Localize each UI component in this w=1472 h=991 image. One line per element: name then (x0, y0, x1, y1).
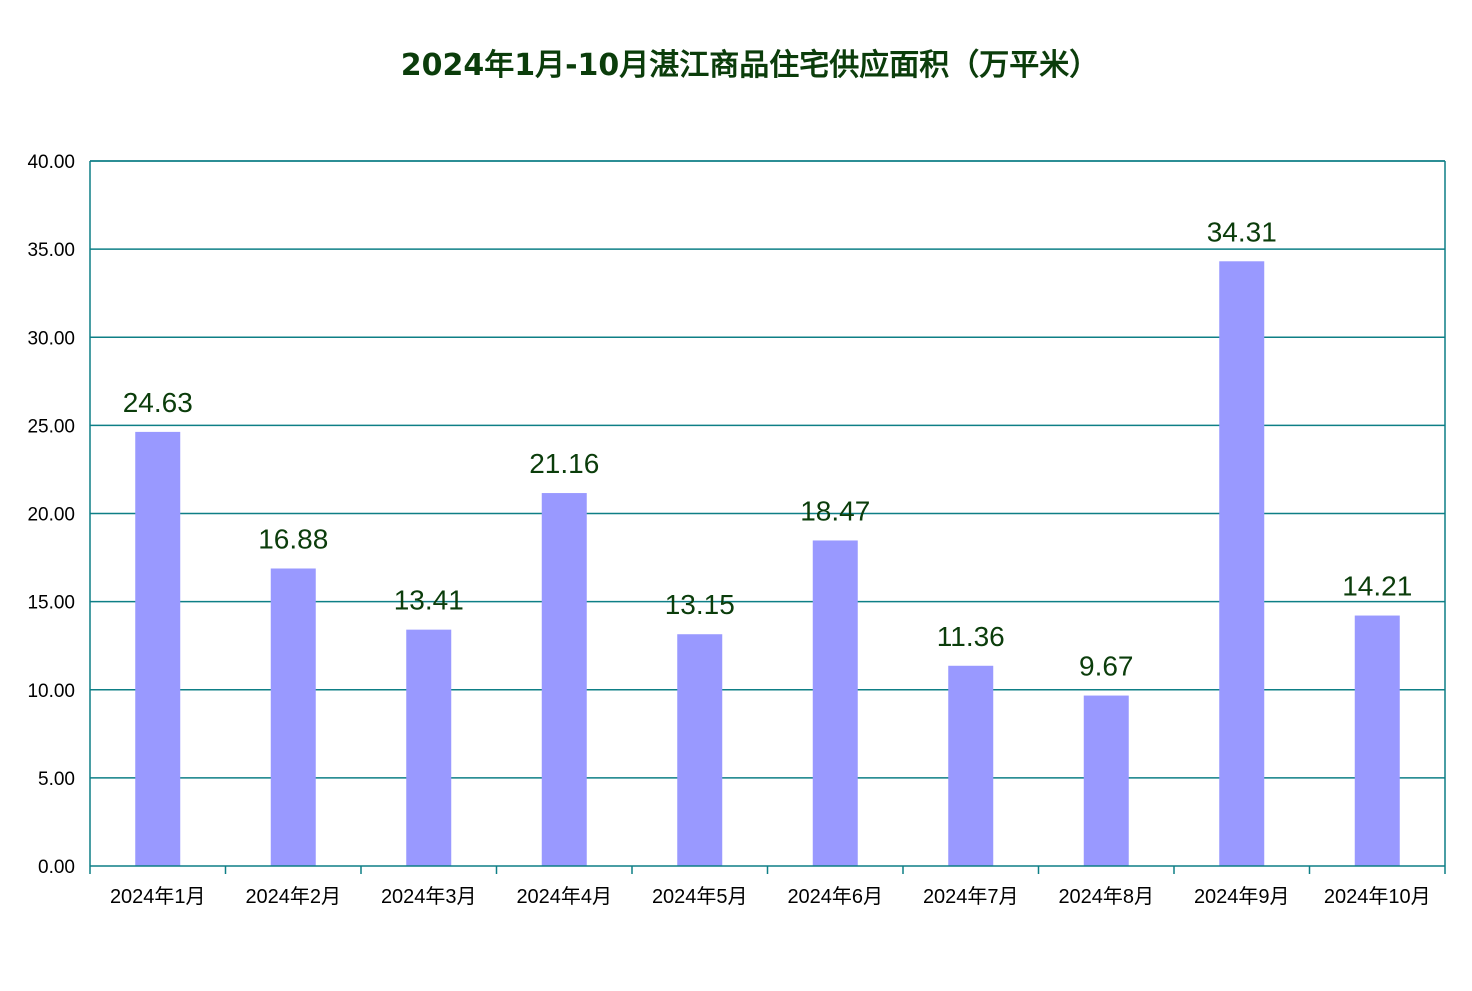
x-tick-label: 2024年5月 (652, 885, 748, 908)
x-tick-label: 2024年8月 (1058, 885, 1154, 908)
y-tick-label: 25.00 (27, 416, 75, 437)
y-tick-label: 40.00 (27, 152, 75, 173)
axes: 0.00 5.00 10.00 15.00 20.00 25.00 30.00 35.00 40… (27, 152, 1446, 908)
y-tick-label: 20.00 (27, 505, 75, 526)
bar (812, 540, 858, 866)
data-label: 14.21 (1342, 571, 1412, 602)
data-label: 13.15 (665, 589, 735, 620)
data-label: 21.16 (529, 448, 599, 479)
data-label: 18.47 (800, 495, 870, 526)
bar (677, 634, 723, 866)
chart-title: 2024年1月-10月湛江商品住宅供应面积（万平米） (401, 48, 1100, 83)
data-label: 16.88 (258, 523, 328, 554)
data-label: 13.41 (394, 585, 464, 616)
data-label: 34.31 (1207, 216, 1277, 247)
y-tick-label: 0.00 (38, 857, 75, 878)
bar (406, 629, 452, 866)
data-labels: 24.63 16.88 13.41 21.16 13.15 18.47 11.36 9.67 3… (123, 216, 1413, 681)
y-tick-label: 30.00 (27, 328, 75, 349)
data-label: 24.63 (123, 387, 193, 418)
y-tick-label: 10.00 (27, 681, 75, 702)
bar (135, 431, 181, 866)
x-tick-label: 2024年3月 (381, 885, 477, 908)
bar (948, 665, 994, 866)
x-tick-label: 2024年7月 (923, 885, 1019, 908)
bar (1354, 615, 1400, 866)
x-tick-label: 2024年9月 (1194, 885, 1290, 908)
x-tick-label: 2024年6月 (787, 885, 883, 908)
bars (135, 261, 1400, 866)
bar (270, 568, 316, 866)
data-label: 11.36 (937, 621, 1005, 652)
bar (541, 493, 587, 866)
y-tick-label: 35.00 (27, 240, 75, 261)
x-tick-label: 2024年10月 (1324, 885, 1431, 908)
data-label: 9.67 (1079, 651, 1134, 682)
x-tick-label: 2024年1月 (110, 885, 206, 908)
y-tick-label: 15.00 (27, 593, 75, 614)
y-tick-label: 5.00 (38, 769, 75, 790)
x-tick-label: 2024年2月 (245, 885, 341, 908)
bar (1219, 261, 1265, 866)
gridlines (90, 160, 1445, 779)
bar (1083, 695, 1129, 866)
x-tick-label: 2024年4月 (516, 885, 612, 908)
